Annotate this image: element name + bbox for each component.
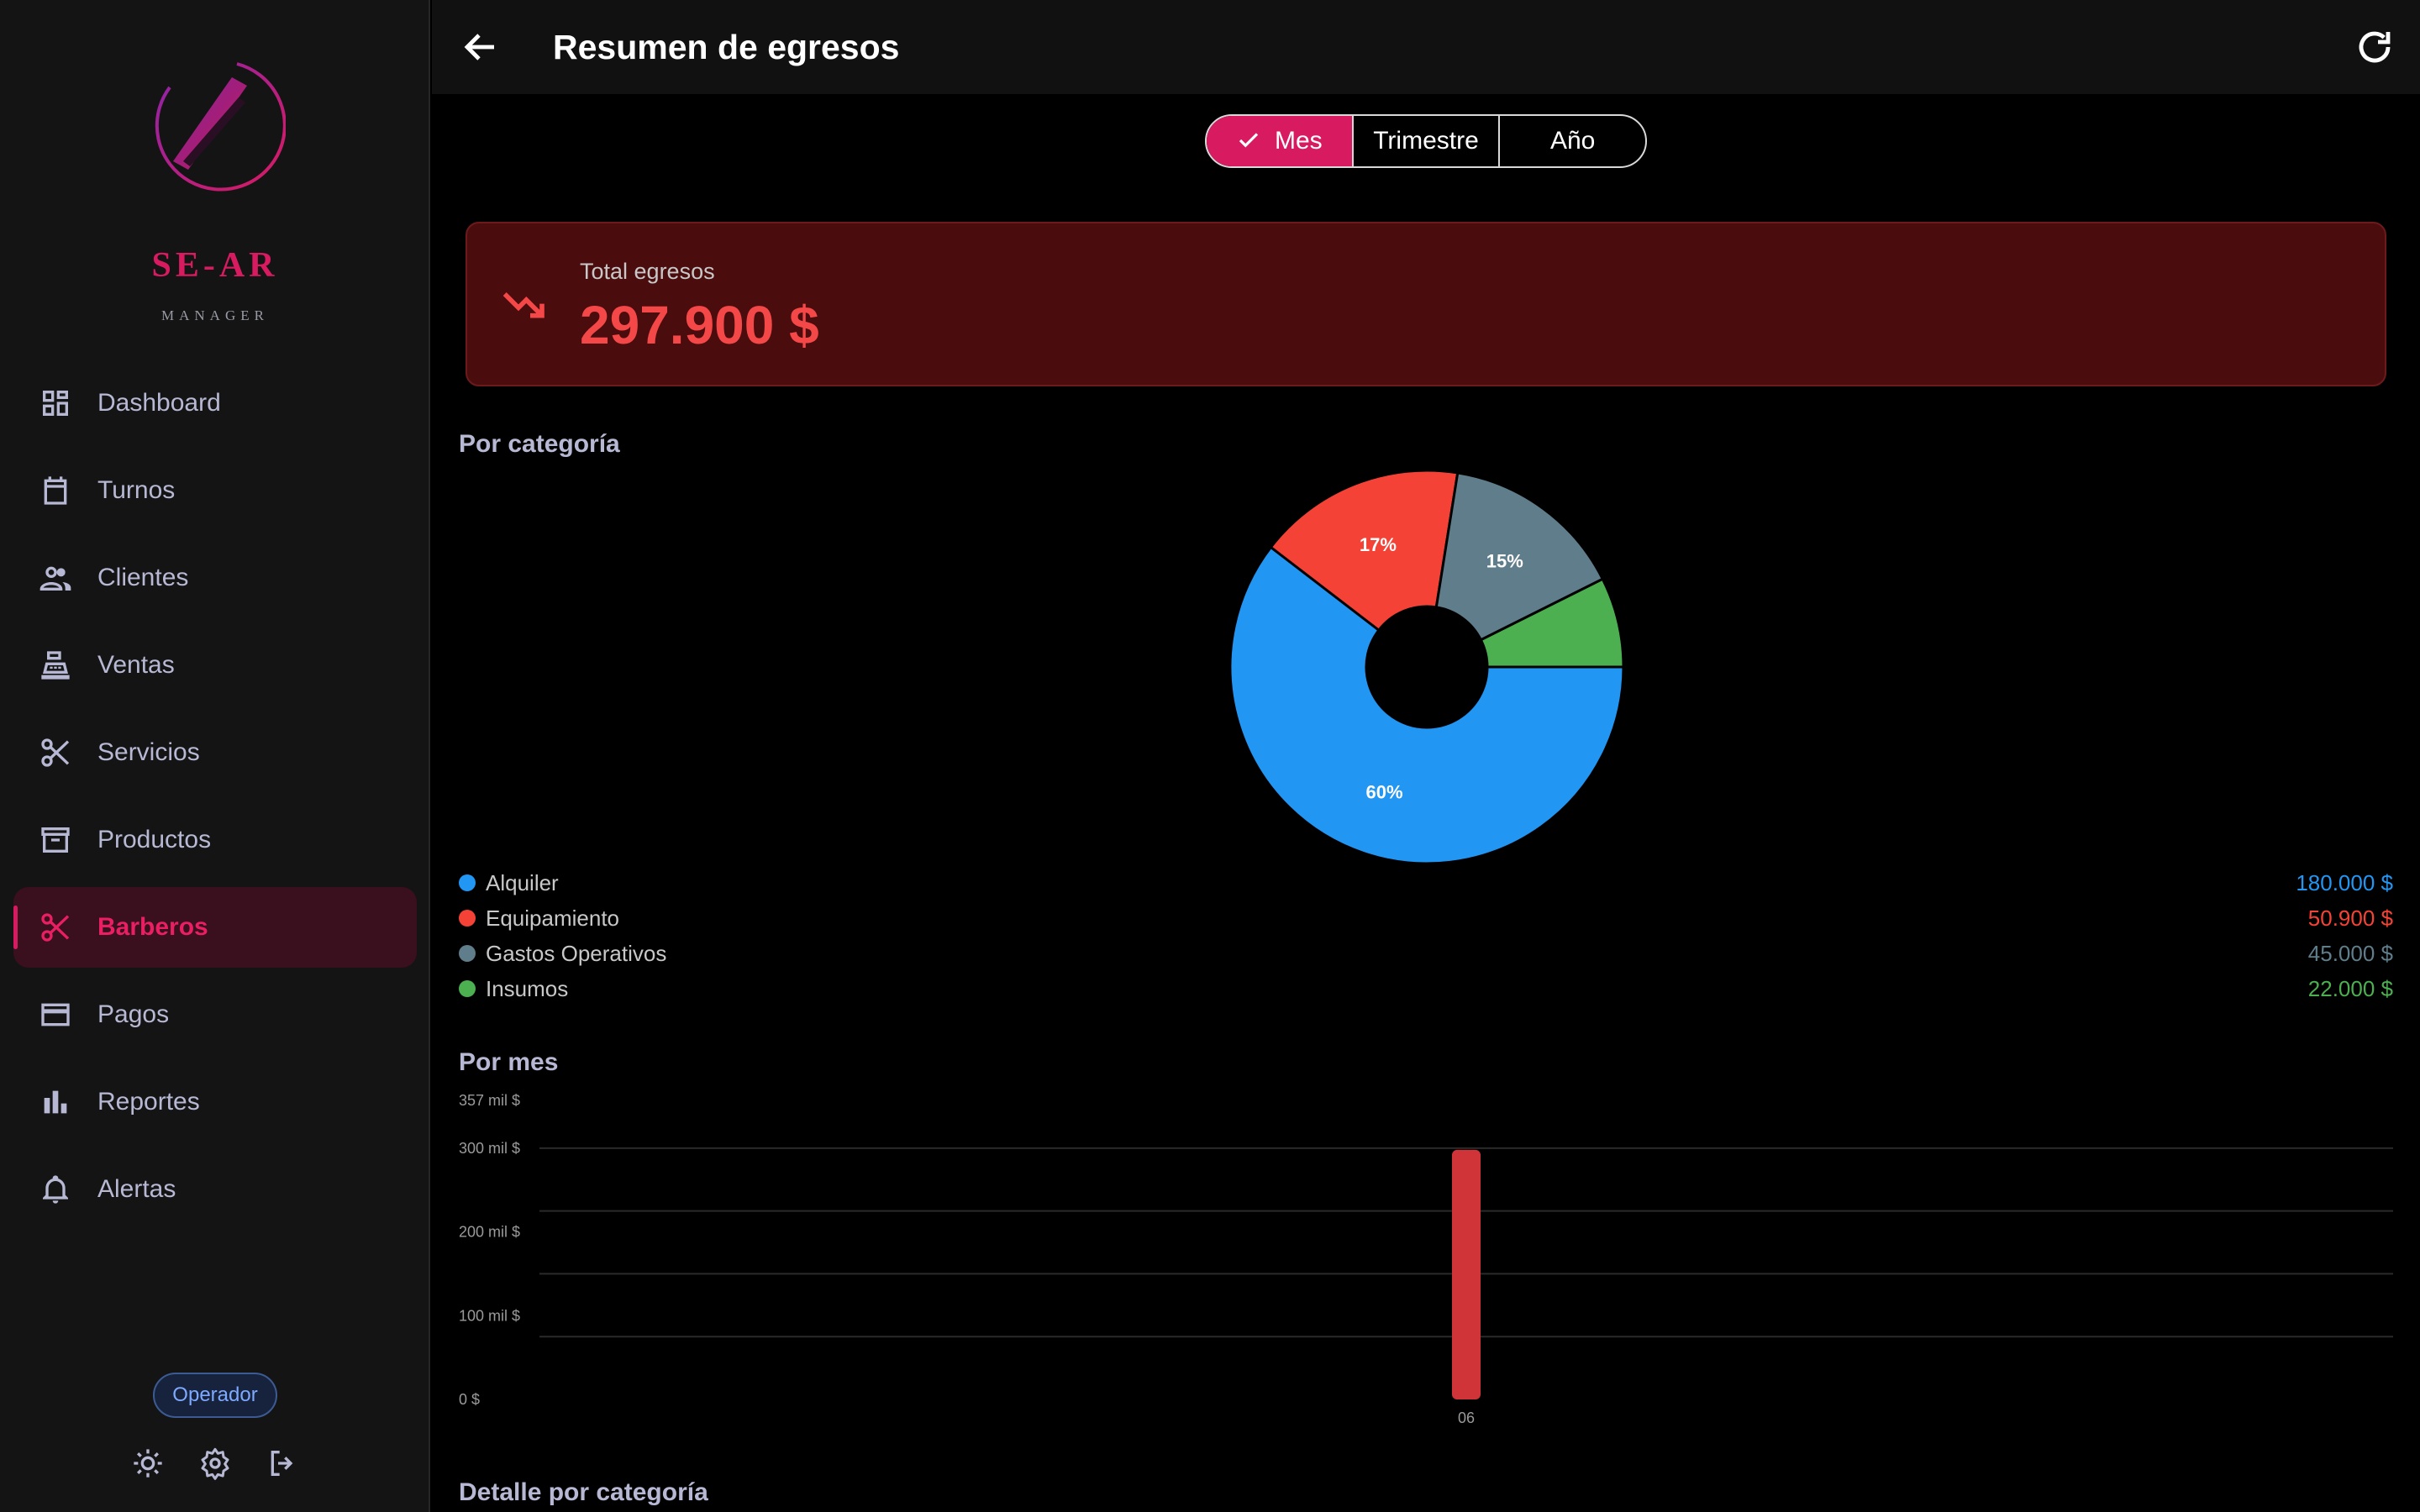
pie-slice-label: 17% [1360, 534, 1397, 555]
sidebar-item-dashboard[interactable]: Dashboard [13, 363, 417, 444]
gear-icon[interactable] [198, 1446, 232, 1480]
legend-item: Equipamiento 50.900 $ [459, 902, 2393, 937]
legend-label: Gastos Operativos [486, 941, 667, 966]
legend-dot [459, 980, 476, 997]
total-label: Total egresos [580, 259, 715, 284]
legend-dot [459, 910, 476, 927]
sidebar-item-reportes[interactable]: Reportes [13, 1062, 417, 1142]
sidebar-item-label: Alertas [97, 1175, 176, 1203]
sidebar: SE-AR MANAGER Dashboard Turnos Clientes … [0, 0, 430, 1512]
legend-item: Alquiler 180.000 $ [459, 867, 2393, 902]
legend-value: 50.900 $ [2307, 906, 2393, 931]
legend-label: Insumos [486, 976, 569, 1001]
period-option-label: Año [1549, 127, 1596, 155]
logout-icon[interactable] [266, 1446, 299, 1480]
sidebar-item-label: Ventas [97, 651, 175, 679]
scissors-icon [39, 736, 72, 769]
legend-value: 45.000 $ [2307, 941, 2393, 966]
period-option-quarter[interactable]: Trimestre [1351, 116, 1499, 166]
sidebar-item-barberos[interactable]: Barberos [13, 887, 417, 968]
y-tick-label: 357 mil $ [459, 1092, 520, 1109]
sidebar-item-label: Reportes [97, 1088, 200, 1116]
section-title-by-month: Por mes [459, 1048, 559, 1076]
legend-label: Alquiler [486, 870, 559, 895]
dashboard-icon [39, 386, 72, 420]
pie-slice [1434, 471, 1605, 642]
y-tick-label: 300 mil $ [459, 1140, 520, 1157]
refresh-icon[interactable] [2354, 27, 2395, 67]
category-legend: Alquiler 180.000 $ Equipamiento 50.900 $ Gas… [459, 867, 2393, 1008]
brand-subtitle: MANAGER [161, 307, 269, 323]
legend-dot [459, 874, 476, 891]
sun-icon[interactable] [131, 1446, 165, 1480]
sidebar-item-label: Clientes [97, 564, 189, 591]
y-tick-label: 100 mil $ [459, 1307, 520, 1324]
period-option-month[interactable]: Mes [1207, 116, 1352, 166]
brand-name: SE-AR [151, 246, 279, 285]
total-value: 297.900 $ [580, 295, 819, 355]
bar [1452, 1149, 1481, 1399]
sidebar-item-clientes[interactable]: Clientes [13, 538, 417, 618]
sidebar-item-label: Servicios [97, 738, 200, 766]
sidebar-item-label: Turnos [97, 476, 176, 504]
bell-icon [39, 1173, 72, 1206]
monthly-bar-chart: 0 $ 100 mil $ 200 mil $ 300 mil $ 357 mil $ 0… [459, 1092, 2393, 1426]
sidebar-item-label: Productos [97, 826, 212, 853]
archive-box-icon [39, 823, 72, 857]
role-badge: Operador [153, 1373, 277, 1418]
period-option-year[interactable]: Año [1498, 116, 1645, 166]
check-icon [1239, 133, 1259, 148]
sidebar-item-ventas[interactable]: Ventas [13, 625, 417, 706]
credit-card-icon [39, 998, 72, 1032]
page-title: Resumen de egresos [553, 28, 900, 66]
legend-label: Equipamiento [486, 906, 619, 931]
legend-item: Insumos 22.000 $ [459, 973, 2393, 1008]
y-tick-label: 200 mil $ [459, 1224, 520, 1241]
section-title-detail: Detalle por categoría [459, 1478, 708, 1506]
cash-register-icon [39, 648, 72, 682]
legend-value: 22.000 $ [2307, 976, 2393, 1001]
sidebar-item-label: Barberos [97, 913, 208, 941]
sidebar-item-productos[interactable]: Productos [13, 800, 417, 880]
y-tick-label: 0 $ [459, 1391, 480, 1408]
back-arrow-icon[interactable] [460, 27, 501, 67]
pie-slice-label: 60% [1365, 782, 1402, 803]
sidebar-item-pagos[interactable]: Pagos [13, 974, 417, 1055]
app-header: Resumen de egresos [432, 0, 2420, 94]
x-tick-label: 06 [1458, 1410, 1475, 1426]
sidebar-item-servicios[interactable]: Servicios [13, 712, 417, 793]
section-title-by-category: Por categoría [459, 430, 620, 458]
calendar-icon [39, 474, 72, 507]
category-donut-chart: 60% 17% 15% [1228, 469, 1625, 865]
pie-slice [1228, 545, 1625, 865]
pie-slice-label: 15% [1486, 550, 1523, 571]
logo [155, 62, 286, 192]
legend-item: Gastos Operativos 45.000 $ [459, 937, 2393, 973]
scissors-icon [39, 911, 72, 944]
period-option-label: Trimestre [1373, 127, 1479, 155]
sidebar-item-label: Pagos [97, 1000, 170, 1028]
pie-slice [1269, 469, 1460, 633]
sidebar-item-label: Dashboard [97, 389, 221, 417]
pie-slice [1479, 577, 1625, 669]
sidebar-item-turnos[interactable]: Turnos [13, 450, 417, 531]
bar-chart-icon [39, 1085, 72, 1119]
legend-value: 180.000 $ [2296, 870, 2393, 895]
people-icon [39, 561, 72, 595]
sidebar-item-alertas[interactable]: Alertas [13, 1149, 417, 1230]
trending-down-icon [502, 292, 544, 318]
period-selector: Mes Trimestre Año [1205, 114, 1647, 168]
period-option-label: Mes [1274, 127, 1323, 155]
total-expenses-card: Total egresos 297.900 $ [466, 222, 2386, 386]
legend-dot [459, 945, 476, 962]
